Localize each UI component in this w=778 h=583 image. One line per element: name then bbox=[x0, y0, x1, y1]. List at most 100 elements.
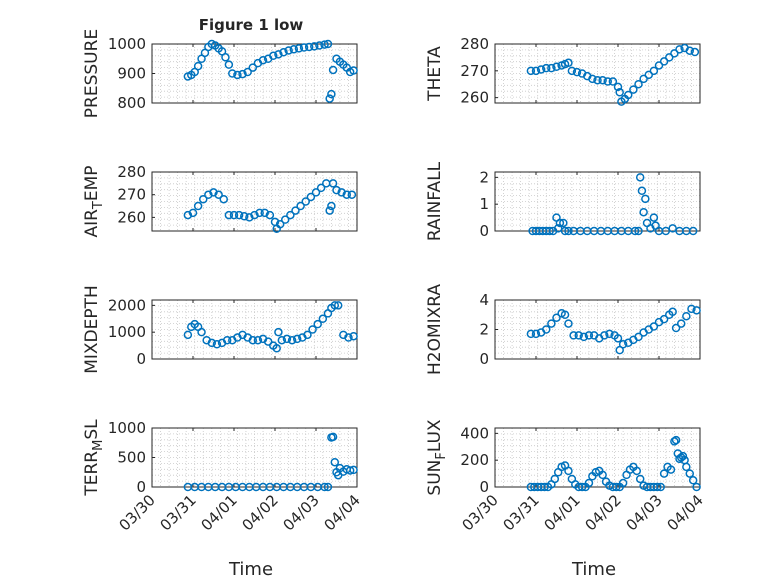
data-point bbox=[531, 329, 541, 339]
y-tick-label: 500 bbox=[117, 449, 146, 467]
data-point bbox=[289, 45, 299, 54]
data-point bbox=[687, 304, 696, 314]
data-point bbox=[328, 179, 338, 188]
data-point bbox=[542, 325, 551, 334]
data-point bbox=[644, 70, 653, 80]
axes-box bbox=[494, 427, 701, 488]
data-point bbox=[347, 190, 357, 199]
x-tick-label: 03/31 bbox=[157, 491, 200, 534]
x-axis-label-right: Time bbox=[571, 559, 616, 580]
data-point bbox=[325, 206, 334, 215]
data-point bbox=[540, 482, 549, 492]
y-tick-label: 0 bbox=[136, 478, 146, 496]
data-point bbox=[349, 465, 358, 475]
subplot-4: 0 1 2 RAINFALL bbox=[425, 161, 701, 241]
data-point bbox=[564, 466, 573, 476]
data-point bbox=[668, 224, 677, 233]
data-point bbox=[228, 69, 237, 78]
data-point bbox=[682, 462, 691, 472]
x-tick-label: 04/03 bbox=[280, 491, 323, 534]
data-point bbox=[275, 219, 285, 229]
data-point bbox=[323, 39, 333, 49]
y-axis-label: TERRMSL bbox=[82, 419, 106, 497]
y-tick-label: 0 bbox=[136, 350, 146, 368]
data-point bbox=[318, 314, 328, 324]
data-point bbox=[292, 334, 302, 344]
subplot-2: 260 270 280 THETA bbox=[425, 35, 701, 107]
data-point bbox=[692, 306, 701, 315]
data-point bbox=[274, 327, 283, 337]
data-point bbox=[678, 451, 688, 461]
data-point bbox=[282, 334, 292, 344]
data-point bbox=[313, 319, 322, 329]
data-point bbox=[688, 226, 698, 236]
data-point bbox=[550, 474, 560, 484]
subplot-1: 800 900 1000 PRESSURE bbox=[82, 29, 358, 118]
data-point bbox=[281, 215, 290, 224]
data-point bbox=[637, 186, 647, 196]
data-point bbox=[603, 77, 612, 86]
data-point bbox=[183, 330, 193, 340]
y-axis-label: MIXDEPTH bbox=[82, 285, 102, 374]
x-tick-label: 04/01 bbox=[541, 491, 584, 534]
data-point bbox=[315, 41, 324, 50]
x-tick-label: 03/31 bbox=[500, 491, 543, 534]
y-tick-label: 1000 bbox=[108, 419, 146, 437]
data-point bbox=[306, 192, 316, 202]
data-point bbox=[291, 206, 300, 215]
data-point bbox=[526, 66, 536, 76]
data-point bbox=[224, 60, 234, 69]
data-point bbox=[649, 66, 659, 76]
y-tick-label: 800 bbox=[117, 94, 146, 112]
data-point bbox=[639, 74, 648, 84]
data-point bbox=[328, 432, 338, 442]
data-point bbox=[552, 62, 561, 72]
y-tick-label: 1000 bbox=[108, 35, 146, 53]
data-point bbox=[303, 330, 312, 340]
data-point bbox=[269, 51, 278, 61]
data-point bbox=[605, 329, 614, 339]
x-tick-label: 04/04 bbox=[664, 491, 707, 534]
data-point bbox=[665, 53, 674, 62]
data-point bbox=[635, 474, 645, 484]
data-point bbox=[666, 465, 676, 474]
data-point bbox=[618, 340, 628, 349]
data-point bbox=[212, 340, 222, 349]
data-point bbox=[526, 329, 536, 339]
data-point bbox=[608, 77, 618, 86]
data-point bbox=[690, 47, 700, 57]
axes-box bbox=[151, 299, 358, 360]
data-point bbox=[214, 190, 223, 199]
y-tick-label: 0 bbox=[479, 478, 489, 496]
data-point bbox=[330, 301, 340, 310]
data-point bbox=[536, 65, 546, 74]
data-point bbox=[299, 43, 309, 52]
data-point bbox=[584, 478, 594, 488]
data-point bbox=[649, 213, 659, 222]
data-point bbox=[692, 482, 701, 492]
data-point bbox=[572, 67, 582, 77]
data-point bbox=[531, 66, 541, 76]
data-point bbox=[579, 332, 589, 342]
y-tick-label: 280 bbox=[460, 35, 489, 53]
data-point bbox=[600, 331, 609, 340]
data-point bbox=[260, 208, 269, 218]
data-point bbox=[564, 58, 573, 68]
data-point bbox=[634, 79, 643, 89]
data-point bbox=[629, 85, 638, 94]
data-point bbox=[635, 173, 645, 182]
data-point bbox=[632, 466, 642, 476]
x-tick-label: 04/01 bbox=[198, 491, 241, 534]
subplot-6: 0 2 4 H2OMIXRA bbox=[425, 284, 701, 375]
data-point bbox=[248, 335, 258, 345]
data-point bbox=[240, 212, 249, 221]
data-point bbox=[238, 69, 247, 79]
data-point bbox=[287, 335, 297, 345]
data-point bbox=[555, 218, 565, 228]
data-point bbox=[670, 437, 679, 446]
data-point bbox=[320, 482, 329, 492]
data-point bbox=[634, 332, 643, 342]
y-tick-label: 280 bbox=[117, 163, 146, 181]
